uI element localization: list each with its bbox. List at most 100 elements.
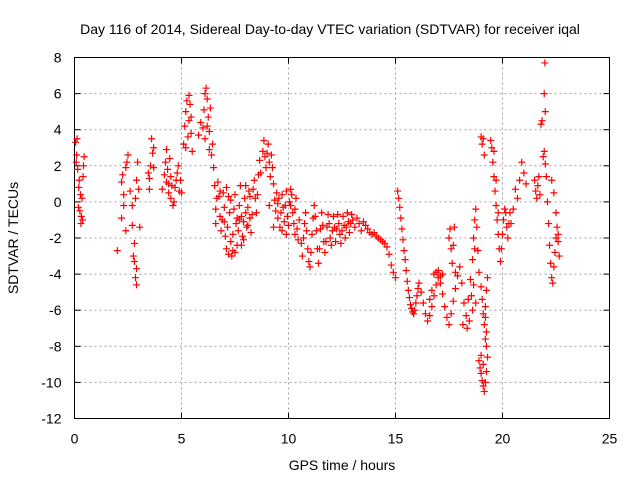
data-point (469, 256, 477, 264)
data-point (400, 247, 408, 255)
data-point (520, 169, 528, 177)
data-point (267, 151, 275, 159)
data-point (336, 230, 344, 238)
data-point (212, 220, 220, 228)
data-point (326, 234, 334, 242)
data-point (72, 138, 80, 146)
data-point (445, 234, 453, 242)
data-point (321, 248, 329, 256)
y-tick-label: 8 (54, 50, 62, 66)
data-point (327, 241, 335, 249)
data-point (335, 220, 343, 228)
data-point (476, 364, 484, 372)
data-point (287, 202, 295, 210)
data-point (124, 151, 132, 159)
data-point (231, 248, 239, 256)
data-point (302, 209, 310, 217)
data-point (295, 216, 303, 224)
y-tick-label: 0 (54, 194, 62, 210)
data-point (531, 176, 539, 184)
data-point (299, 234, 307, 242)
data-point (345, 229, 353, 237)
data-point (280, 218, 288, 226)
data-point (171, 183, 179, 191)
data-point (489, 158, 497, 166)
data-point (370, 229, 378, 237)
data-point (260, 137, 268, 145)
data-point (479, 135, 487, 143)
data-point (243, 223, 251, 231)
data-point (252, 209, 260, 217)
data-point (200, 106, 208, 114)
data-point (329, 212, 337, 220)
data-point (328, 227, 336, 235)
data-point (536, 191, 544, 199)
data-point (264, 140, 272, 148)
data-point (538, 117, 546, 125)
data-points (72, 59, 563, 395)
data-point (183, 97, 191, 105)
data-point (74, 203, 82, 211)
data-point (430, 292, 438, 300)
data-point (552, 234, 560, 242)
x-tick-label: 20 (495, 431, 511, 447)
data-point (220, 203, 228, 211)
data-point (381, 239, 389, 247)
data-point (472, 299, 480, 307)
data-point (130, 239, 138, 247)
data-point (292, 194, 300, 202)
data-point (472, 205, 480, 213)
data-point (355, 220, 363, 228)
data-point (118, 214, 126, 222)
data-point (275, 194, 283, 202)
data-point (554, 230, 562, 238)
y-tick-label: -4 (49, 266, 62, 282)
data-point (163, 146, 171, 154)
data-point (271, 196, 279, 204)
data-point (362, 221, 370, 229)
data-point (133, 281, 141, 289)
data-point (149, 149, 157, 157)
data-point (77, 212, 85, 220)
data-point (426, 295, 434, 303)
data-point (550, 263, 558, 271)
data-point (150, 164, 158, 172)
data-point (547, 259, 555, 267)
data-point (79, 216, 87, 224)
data-point (449, 297, 457, 305)
data-point (446, 225, 454, 233)
data-point (251, 194, 259, 202)
data-point (168, 182, 176, 190)
data-point (426, 312, 434, 320)
x-axis-label: GPS time / hours (289, 457, 396, 473)
data-point (265, 158, 273, 166)
data-point (395, 194, 403, 202)
data-point (75, 183, 83, 191)
data-point (240, 218, 248, 226)
data-point (481, 335, 489, 343)
data-point (338, 227, 346, 235)
data-point (261, 153, 269, 161)
data-point (539, 153, 547, 161)
data-point (167, 194, 175, 202)
data-point (357, 227, 365, 235)
data-point (511, 185, 519, 193)
data-point (549, 279, 557, 287)
data-point (364, 225, 372, 233)
data-point (548, 274, 556, 282)
data-point (210, 164, 218, 172)
data-point (297, 239, 305, 247)
data-point (459, 321, 467, 329)
data-point (180, 140, 188, 148)
data-point (503, 223, 511, 231)
data-point (294, 236, 302, 244)
data-point (513, 194, 521, 202)
data-point (285, 221, 292, 229)
data-point (484, 274, 492, 282)
data-point (543, 198, 551, 206)
data-point (290, 220, 298, 228)
data-point (120, 191, 128, 199)
data-point (466, 276, 474, 284)
